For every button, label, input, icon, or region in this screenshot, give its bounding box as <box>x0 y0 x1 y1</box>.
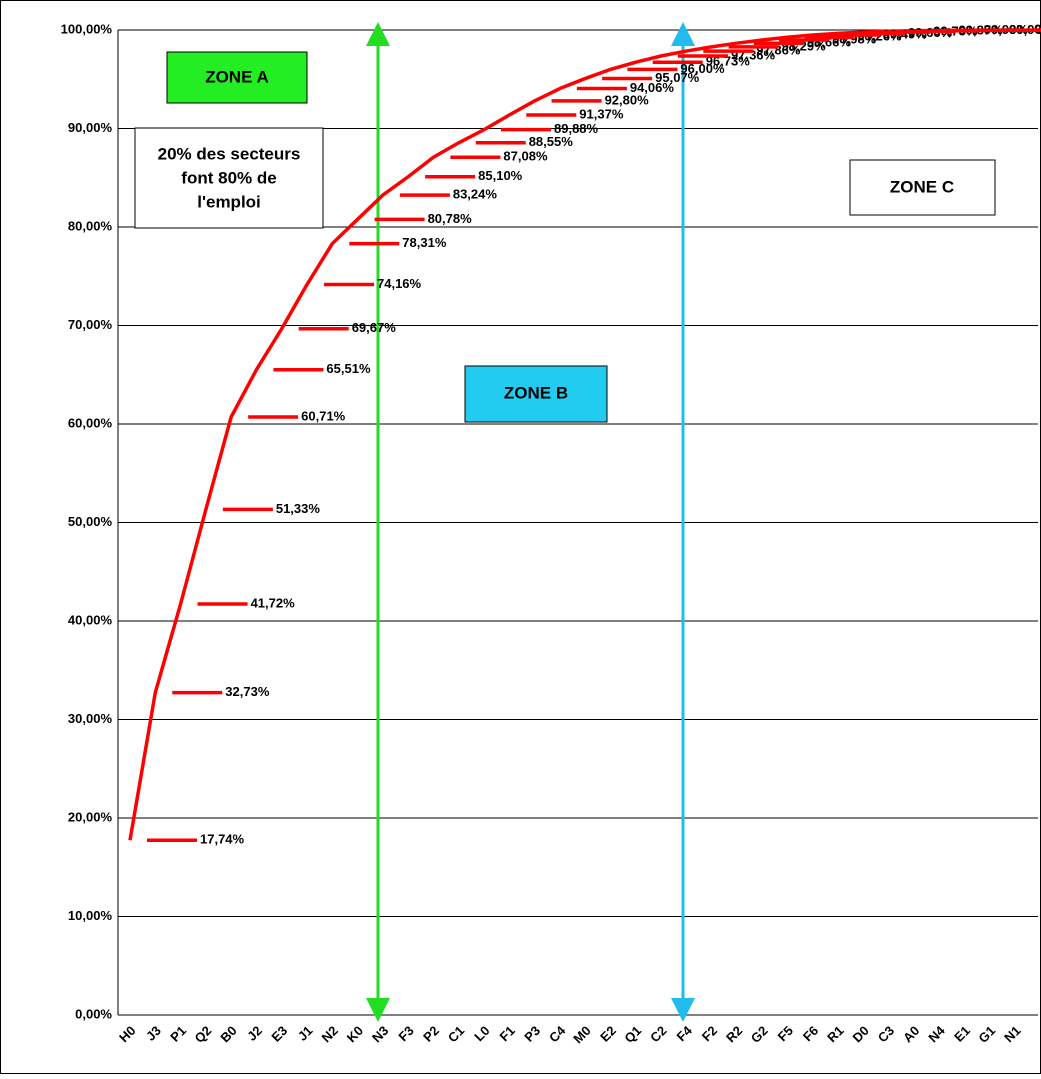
note-box <box>134 127 324 229</box>
zone-box <box>849 159 996 216</box>
data-label: 83,24% <box>453 187 498 202</box>
data-label: 88,55% <box>529 134 574 149</box>
y-tick-label: 0,00% <box>75 1006 112 1021</box>
y-tick-label: 90,00% <box>68 120 113 135</box>
data-label: 41,72% <box>251 595 296 610</box>
data-label: 60,71% <box>301 408 346 423</box>
data-label: 17,74% <box>200 832 245 847</box>
y-tick-label: 30,00% <box>68 711 113 726</box>
y-tick-label: 70,00% <box>68 317 113 332</box>
zone-box <box>166 51 308 104</box>
data-label: 91,37% <box>579 106 624 121</box>
data-label: 89,88% <box>554 121 599 136</box>
note-line: font 80% de <box>181 168 276 187</box>
data-label: 95,07% <box>655 70 700 85</box>
zone-label: ZONE A <box>205 67 269 86</box>
zone-label: ZONE B <box>504 383 568 402</box>
y-tick-label: 100,00% <box>61 21 113 36</box>
data-label: 78,31% <box>402 235 447 250</box>
data-label: 80,78% <box>428 211 473 226</box>
y-tick-label: 80,00% <box>68 218 113 233</box>
y-tick-label: 10,00% <box>68 908 113 923</box>
data-label: 96,00% <box>680 61 725 76</box>
data-label: 87,08% <box>503 149 548 164</box>
data-label: 92,80% <box>605 92 650 107</box>
data-label: 69,67% <box>352 320 397 335</box>
data-label: 74,16% <box>377 276 422 291</box>
marks: 17,74% 32,73% 41,72% 51,33% 60,71% 65,51% 69,6… <box>128 22 1041 847</box>
y-tick-label: 60,00% <box>68 415 113 430</box>
data-label: 65,51% <box>326 361 371 376</box>
zone-box <box>464 365 608 423</box>
note-line: 20% des secteurs <box>158 144 301 163</box>
zone-label: ZONE C <box>890 177 954 196</box>
data-label: 94,06% <box>630 80 675 95</box>
data-label: 51,33% <box>276 501 321 516</box>
note-line: l'emploi <box>197 192 261 211</box>
data-label: 32,73% <box>225 684 270 699</box>
y-tick-label: 40,00% <box>68 612 113 627</box>
y-tick-label: 50,00% <box>68 514 113 529</box>
data-label: 85,10% <box>478 168 523 183</box>
y-tick-label: 20,00% <box>68 809 113 824</box>
